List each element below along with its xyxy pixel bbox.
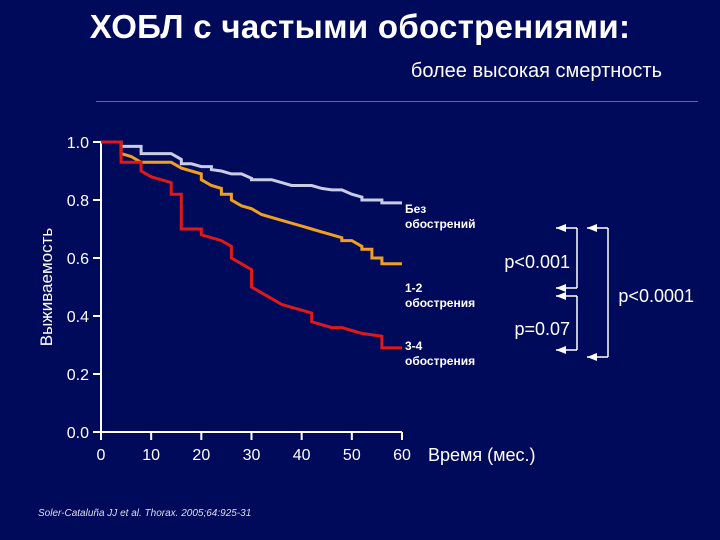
p-value-2: p<0.0001: [618, 286, 694, 306]
series-label-3-4-exacerbations: 3-4 обострения: [405, 339, 475, 368]
x-tick-label: 40: [293, 447, 311, 464]
chart-axes: 0.0 0.2 0.4 0.6 0.8 1.0 0 10 20 30 40 50 60 Время (ме…: [37, 135, 536, 465]
bracket-2-top-arrow-head: [556, 292, 566, 300]
y-axis-title: Выживаемость: [37, 228, 56, 347]
page-title: ХОБЛ с частыми обострениями:: [89, 8, 631, 45]
y-tick-label: 0.4: [67, 309, 89, 326]
x-tick-label: 10: [142, 447, 160, 464]
p-value-1: p<0.001: [504, 252, 570, 272]
x-tick-label: 20: [192, 447, 210, 464]
chart-labels: Без обострений 1-2 обострения 3-4 обострения: [405, 202, 475, 368]
series-label-no-exacerbations: Без обострений: [405, 202, 475, 231]
y-tick-label: 0.0: [67, 425, 89, 442]
x-tick-label: 0: [97, 447, 106, 464]
y-tick-label: 0.2: [67, 367, 89, 384]
x-axis-title: Время (мес.): [428, 445, 536, 465]
x-tick-label: 60: [393, 447, 411, 464]
bracket-1-top-arrow-head: [556, 224, 566, 232]
bracket-3-bottom-arrow-head: [587, 353, 597, 361]
y-tick-label: 0.6: [67, 251, 89, 268]
y-tick-label: 0.8: [67, 193, 89, 210]
significance-brackets: p<0.001 p<0.0001 p=0.07: [504, 224, 694, 361]
chart-series: [101, 140, 402, 350]
x-tick-label: 30: [243, 447, 261, 464]
series-line-1-2-exacerbations: [101, 140, 402, 266]
series-line-3-4-exacerbations: [101, 140, 402, 350]
y-tick-label: 1.0: [67, 135, 89, 152]
bracket-2-bottom-arrow-head: [556, 346, 566, 354]
p-value-3: p=0.07: [514, 319, 570, 339]
citation: Soler-Cataluña JJ et al. Thorax. 2005;64…: [38, 508, 252, 519]
series-line-no-exacerbations: [101, 140, 402, 205]
series-label-1-2-exacerbations: 1-2 обострения: [405, 281, 475, 310]
page-subtitle: более высокая смертность: [410, 60, 662, 82]
divider: [96, 101, 698, 102]
bracket-3-top-arrow-head: [587, 224, 597, 232]
bracket-1-bottom-arrow-head: [556, 284, 566, 292]
x-tick-label: 50: [343, 447, 361, 464]
